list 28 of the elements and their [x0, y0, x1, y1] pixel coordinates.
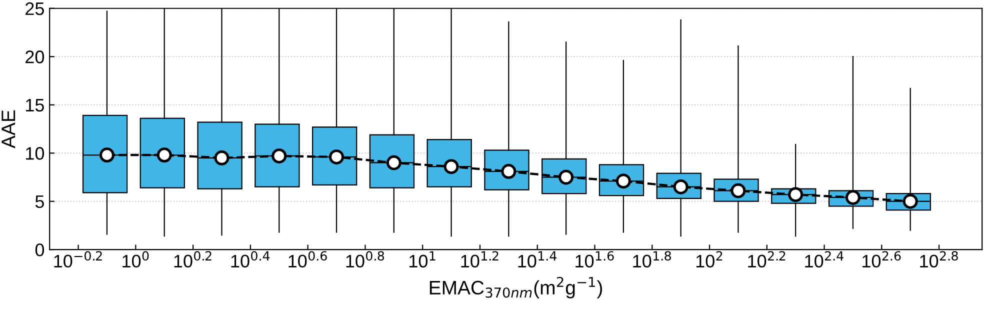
- x-axis-title: EMAC$_{370nm}$(m$^{2}$g$^{−1}$): [430, 276, 602, 298]
- x-tick-label: 10$^{2.8}$: [920, 251, 958, 268]
- y-tick-label: 20: [26, 50, 44, 64]
- x-tick-label: 10$^{2.4}$: [805, 251, 844, 268]
- x-tick-label: 10$^{0.8}$: [346, 251, 384, 268]
- x-tick-label: 10$^{0.2}$: [174, 251, 212, 268]
- y-tick-label: 15: [26, 98, 44, 112]
- x-tick-label: 10$^{1.4}$: [518, 251, 557, 268]
- y-tick-label: 10: [26, 147, 44, 160]
- y-tick-label: 0: [35, 244, 44, 256]
- point: [214, 150, 230, 166]
- x-tick-label: 10$^{1.8}$: [633, 251, 671, 268]
- x-tick-label: 10$^{2}$: [696, 251, 722, 268]
- point: [99, 148, 114, 163]
- point: [156, 148, 172, 163]
- x-tick-label: 10$^{0.6}$: [288, 251, 327, 268]
- x-tick-label: 10$^{2.6}$: [862, 251, 901, 268]
- x-tick-label: 10$^{2.2}$: [748, 251, 786, 268]
- x-tick-label: 10$^{0.4}$: [231, 251, 270, 268]
- y-tick-label: 5: [35, 195, 44, 208]
- x-tick-label: 10$^{1}$: [410, 251, 436, 268]
- y-tick-label: 25: [26, 2, 44, 16]
- x-tick-label: 10$^{1.6}$: [576, 251, 614, 268]
- x-tick-label: 10$^{1.2}$: [461, 251, 498, 268]
- point: [272, 148, 287, 164]
- x-tick-label: 10$^{−0.2}$: [54, 251, 102, 268]
- x-tick-label: 10$^{0}$: [122, 251, 149, 268]
- y-axis-title: AAE: [2, 110, 16, 148]
